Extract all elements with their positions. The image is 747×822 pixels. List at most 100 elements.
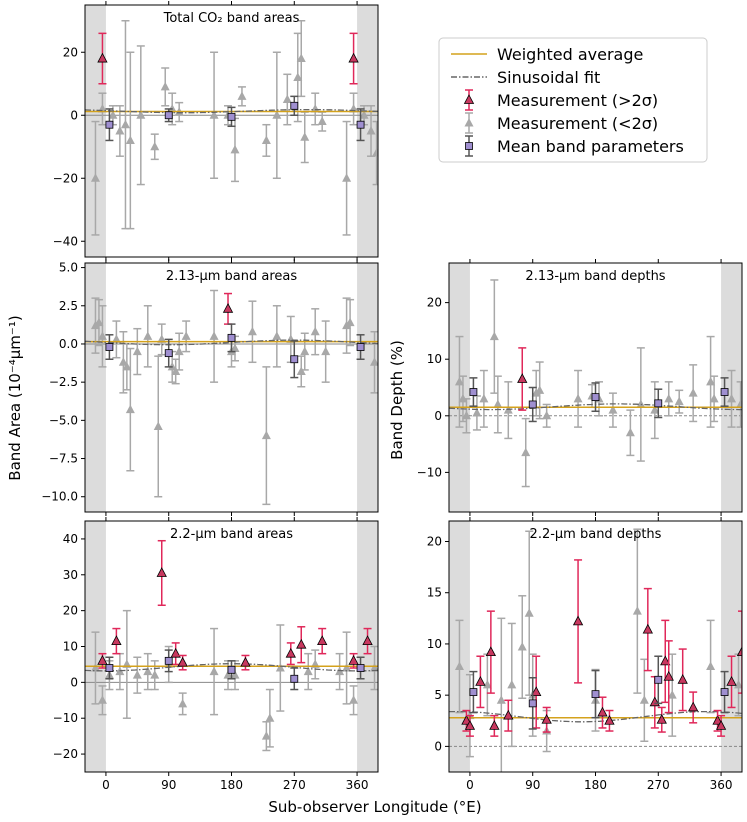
legend-insig-swatch xyxy=(464,112,474,134)
insig-point-10 xyxy=(209,627,219,716)
y-tick-label: −2.5 xyxy=(49,375,78,389)
insig-marker-19 xyxy=(296,53,306,63)
x-tick-label: 270 xyxy=(647,778,670,792)
sig-point-15 xyxy=(663,640,674,714)
y-tick-label: −20 xyxy=(53,747,78,761)
insig-point-23 xyxy=(709,375,719,423)
insig-marker-6 xyxy=(125,404,135,414)
panel-co2-area: Total CO₂ band areas −40 −20 0 20 xyxy=(53,1,379,261)
sig-point-16 xyxy=(677,648,688,712)
insig-marker-21 xyxy=(310,103,320,113)
insig-point-19 xyxy=(261,366,271,506)
insig-point-23 xyxy=(342,120,352,236)
sig-marker-6 xyxy=(285,647,296,658)
sig-marker-3 xyxy=(170,647,181,658)
sig-marker-1 xyxy=(111,635,122,646)
insig-marker-20 xyxy=(300,132,310,141)
insig-point-23 xyxy=(300,332,310,371)
sig-point-10 xyxy=(362,627,373,655)
sig-marker-20 xyxy=(726,675,737,686)
sig-marker-0 xyxy=(97,52,108,63)
sig-marker-19 xyxy=(715,720,727,730)
insig-point-7 xyxy=(150,660,160,691)
sig-point-0 xyxy=(517,347,528,411)
insig-marker-18 xyxy=(293,72,303,81)
mean-marker-4 xyxy=(356,120,365,129)
mean-point-2 xyxy=(591,669,600,719)
insig-point-2 xyxy=(461,398,471,434)
insig-point-8 xyxy=(521,417,531,488)
mean-point-4 xyxy=(356,108,365,142)
sig-point-3 xyxy=(170,642,181,666)
legend-sig-swatch xyxy=(463,89,475,111)
insig-point-22 xyxy=(296,355,306,388)
mean-marker-2 xyxy=(591,393,600,402)
insig-marker-3 xyxy=(496,695,506,704)
legend-insig-label: Measurement (<2σ) xyxy=(497,114,658,133)
mean-marker-0 xyxy=(469,388,478,396)
insig-point-9 xyxy=(153,355,163,498)
insig-marker-19 xyxy=(342,663,352,672)
sig-point-1 xyxy=(111,627,122,655)
sig-point-1 xyxy=(348,32,359,85)
insig-point-14 xyxy=(181,320,191,353)
insig-marker-11 xyxy=(209,110,219,119)
insig-marker-25 xyxy=(736,399,742,408)
insig-point-12 xyxy=(573,369,583,428)
insig-point-0 xyxy=(454,335,464,428)
insig-marker-7 xyxy=(150,670,160,679)
insig-point-18 xyxy=(650,381,660,440)
shaded-region-right xyxy=(721,521,742,772)
y-tick-label: 10 xyxy=(427,637,442,651)
panel-title: 2.2-μm band areas xyxy=(170,527,293,542)
sig-marker-17 xyxy=(688,701,699,712)
insig-marker-19 xyxy=(664,393,674,403)
insig-marker-20 xyxy=(674,396,684,406)
insig-point-20 xyxy=(300,111,310,164)
insig-marker-11 xyxy=(542,410,552,420)
mean-marker-0 xyxy=(105,343,114,351)
sig-marker-2 xyxy=(475,675,486,686)
sig-point-0 xyxy=(97,652,108,669)
mean-marker-3 xyxy=(654,399,663,408)
insig-point-27 xyxy=(372,120,378,186)
insig-point-15 xyxy=(608,392,618,428)
mean-marker-2 xyxy=(227,665,236,674)
y-tick-label: −5.0 xyxy=(49,413,78,427)
sig-point-9 xyxy=(348,652,359,669)
y-tick-label: −20 xyxy=(53,171,78,185)
y-tick-label: 5.0 xyxy=(59,261,78,275)
insig-marker-25 xyxy=(321,346,331,356)
x-tick-label: 180 xyxy=(584,778,607,792)
insig-marker-20 xyxy=(349,695,359,704)
insig-point-0 xyxy=(90,120,100,236)
insig-marker-13 xyxy=(706,661,716,670)
insig-marker-4 xyxy=(120,119,130,129)
insig-marker-4 xyxy=(479,393,489,403)
insig-point-11 xyxy=(639,658,649,743)
x-tick-label: 90 xyxy=(525,778,540,792)
insig-marker-22 xyxy=(706,376,716,386)
shaded-region-right xyxy=(357,263,378,512)
sig-point-19 xyxy=(715,714,727,737)
mean-marker-1 xyxy=(164,349,173,358)
insig-point-4 xyxy=(479,369,489,428)
y-tick-label: −10.0 xyxy=(41,490,78,504)
mean-marker-2 xyxy=(591,690,600,699)
mean-point-1 xyxy=(164,108,173,123)
insig-marker-1 xyxy=(97,695,107,704)
mean-point-3 xyxy=(290,667,299,691)
mean-point-3 xyxy=(290,95,299,116)
insig-point-16 xyxy=(303,652,313,691)
mean-marker-3 xyxy=(654,675,663,684)
sig-point-2 xyxy=(475,655,486,709)
insig-marker-23 xyxy=(300,346,310,356)
insig-marker-6 xyxy=(136,110,146,119)
insig-marker-13 xyxy=(230,144,240,154)
sig-marker-10 xyxy=(604,714,615,725)
insig-marker-22 xyxy=(317,116,327,126)
insig-point-14 xyxy=(265,688,275,748)
insig-marker-3 xyxy=(115,126,125,135)
insig-marker-27 xyxy=(372,148,378,157)
y-tick-label: 0.0 xyxy=(59,337,78,351)
